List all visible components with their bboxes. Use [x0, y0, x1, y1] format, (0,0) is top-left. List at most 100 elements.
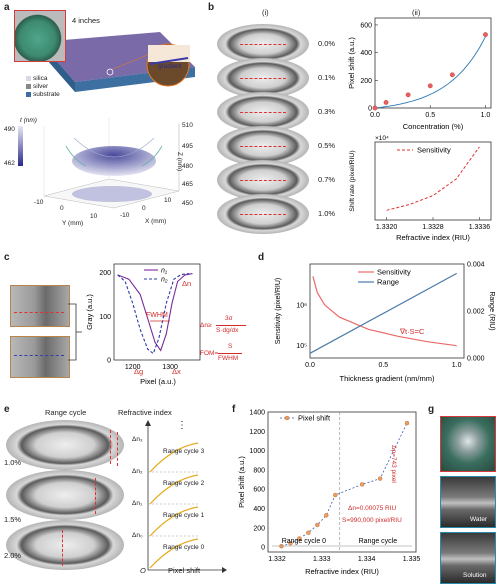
f-range-cycle-0: Range cycle 0 — [282, 538, 326, 545]
b1-point — [483, 32, 488, 38]
wafer-photo — [14, 10, 66, 62]
c-xlabel: Pixel (a.u.) — [140, 377, 176, 386]
colorbar — [18, 126, 23, 166]
cycle-pct-2: 2.0% — [4, 551, 22, 560]
cycle-photo-0 — [6, 420, 124, 470]
cycle-label-2: Range cycle 2 — [163, 480, 205, 487]
b1-frame — [374, 17, 492, 109]
d-series-sensitivity — [312, 276, 457, 347]
conc-label-4: 0.7% — [318, 175, 336, 184]
c-eq2-bar — [218, 353, 242, 354]
colorbar-label: t (nm) — [20, 117, 37, 124]
f-point — [404, 420, 410, 426]
cycle-label-1: Range cycle 1 — [163, 512, 205, 519]
device-photo — [440, 416, 496, 472]
cycle-curve-1 — [149, 506, 199, 537]
cycle-label-0: Range cycle 0 — [163, 544, 205, 551]
c-series-0 — [117, 273, 193, 352]
b2-xtick-label: 1.3320 — [376, 224, 398, 231]
f-ytick-label: 0 — [261, 545, 265, 552]
c-eq1-lhs: Δn≥ — [200, 322, 212, 329]
f-ylabel: Pixel shift (a.u.) — [237, 456, 246, 508]
f-xtick-label: 1.332 — [268, 556, 286, 563]
y-axis-label: Y (mm) — [62, 220, 84, 227]
b2-series-line — [386, 146, 480, 211]
b1-point — [427, 83, 433, 89]
b2-xtick-label: 1.3328 — [422, 224, 444, 231]
water-label: Water — [470, 516, 488, 523]
d-ytick-left: 10⁶ — [296, 302, 307, 309]
b1-ylabel: Pixel shift (a.u.) — [347, 37, 356, 89]
b2-xlabel: Refractive index (RIU) — [396, 233, 470, 242]
cycle-line-0a — [110, 430, 111, 464]
surface-shadow — [72, 186, 152, 202]
z-axis-label: Z (nm) — [176, 152, 183, 172]
ring-line-3 — [240, 146, 286, 147]
c-eq2-num: S — [228, 343, 233, 350]
panel-f-label: f — [232, 404, 236, 415]
layer-silver: silver — [33, 83, 49, 90]
layer-silica: silica — [33, 75, 48, 82]
b2-ylabel: Shift rate (pixel/RIU) — [349, 150, 356, 211]
chart-f-range-cycle: 0 200 400 600 800 1000 1200 1400 1.332 1.333 1.334… — [237, 410, 421, 577]
conc-label-5: 1.0% — [318, 209, 336, 218]
cycle-line-2 — [62, 530, 63, 566]
c-delta-n: Δn — [182, 279, 191, 288]
ring-line-2 — [240, 112, 286, 113]
cycle-line-0b — [117, 432, 118, 466]
z-tick-4: 450 — [182, 200, 193, 207]
f-xtick-label: 1.335 — [403, 556, 421, 563]
c-eq1-bar — [216, 325, 246, 326]
chart-d-sensitivity-range: 10⁵ 10⁶ 0.000 0.002 0.004 0.0 0.5 1.0 Sensitivit… — [275, 262, 495, 384]
b1-xtick-label: 1.0 — [481, 112, 491, 119]
e-title-right: Refractive index — [118, 408, 172, 417]
inset-gradient-label: gradient — [158, 63, 182, 70]
f-xlabel: Refractive index (RIU) — [305, 567, 379, 576]
conc-label-3: 0.5% — [318, 141, 336, 150]
cycle-curve-3 — [149, 442, 199, 473]
ring-line-5 — [240, 214, 286, 215]
conc-label-0: 0.0% — [318, 39, 336, 48]
b1-point — [449, 72, 455, 78]
d-legend-label-1: Range — [377, 278, 399, 287]
c-eq2-lhs: FOM= — [200, 350, 219, 357]
f-point — [297, 536, 302, 541]
y-tick-1: 0 — [60, 205, 64, 212]
b1-point — [383, 100, 389, 105]
dn-label-1: Δn₁ — [132, 500, 143, 507]
c-ytick-label: 100 — [99, 314, 111, 321]
z-tick-0: 510 — [182, 122, 193, 129]
panel-b-sub-ii: (ii) — [412, 8, 421, 17]
chart-b-sensitivity: ×10⁴ 1.3320 1.3328 1.3336 Sensitivity Refract… — [349, 135, 492, 242]
ring-line-1 — [240, 78, 286, 79]
d-ytick-right: 0.000 — [467, 356, 485, 363]
c-xtick-label: 1200 — [125, 364, 141, 371]
b1-ytick-label: 600 — [360, 22, 372, 29]
surface-plot — [18, 118, 180, 209]
d-ytick-left: 10⁵ — [296, 343, 307, 350]
cycle-curve-2 — [149, 474, 199, 505]
x-tick-2: 10 — [164, 197, 172, 204]
dn-label-2: Δn₂ — [132, 468, 143, 475]
f-xtick-label: 1.334 — [358, 556, 376, 563]
f-point — [288, 541, 293, 546]
ring-line-4 — [240, 180, 286, 181]
f-legend-marker — [284, 415, 290, 421]
y-tick-0: -10 — [34, 199, 44, 206]
solution-label: Solution — [463, 572, 487, 579]
conc-label-1: 0.1% — [318, 73, 336, 82]
d-ytick-right: 0.002 — [467, 309, 485, 316]
layer-substrate: substrate — [33, 91, 60, 98]
f-dn-text: Δn=0.00075 RIU — [348, 505, 397, 512]
d-legend-label-0: Sensitivity — [377, 268, 411, 277]
x-tick-1: 0 — [142, 205, 146, 212]
f-ytick-label: 600 — [253, 487, 265, 494]
cycle-pct-1: 1.5% — [4, 515, 22, 524]
zoom-marker — [106, 68, 114, 76]
c-ytick-label: 200 — [99, 270, 111, 277]
panel-b-sub-i: (i) — [262, 8, 269, 17]
cycle-photo-2 — [6, 520, 124, 570]
water-photo — [440, 476, 496, 528]
chart-b-pixel-shift: 0 200 400 600 0.0 0.5 1.0 Concentration (%) Pixe… — [347, 17, 492, 131]
